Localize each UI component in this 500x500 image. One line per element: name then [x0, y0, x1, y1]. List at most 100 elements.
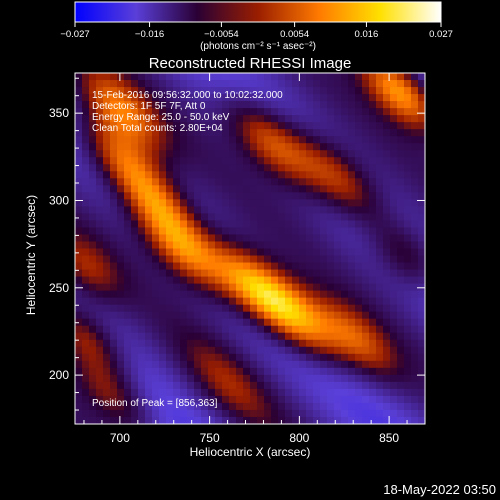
- heatmap-cell: [138, 220, 146, 228]
- heatmap-cell: [243, 87, 251, 95]
- heatmap-cell: [208, 115, 216, 123]
- heatmap-cell: [327, 374, 335, 383]
- heatmap-cell: [103, 220, 111, 228]
- heatmap-cell: [327, 157, 335, 165]
- heatmap-cell: [250, 143, 258, 151]
- heatmap-cell: [404, 143, 412, 151]
- heatmap-cell: [236, 339, 244, 348]
- heatmap-cell: [96, 241, 104, 249]
- heatmap-cell: [131, 129, 139, 137]
- heatmap-cell: [306, 80, 314, 88]
- heatmap-cell: [292, 241, 300, 249]
- heatmap-cell: [369, 402, 377, 411]
- heatmap-cell: [215, 409, 223, 418]
- heatmap-cell: [187, 220, 195, 228]
- heatmap-cell: [285, 276, 293, 284]
- heatmap-cell: [278, 325, 286, 334]
- heatmap-cell: [82, 332, 90, 341]
- heatmap-cell: [75, 269, 83, 277]
- heatmap-cell: [383, 283, 391, 292]
- heatmap-cell: [180, 297, 188, 306]
- heatmap-cell: [271, 360, 279, 369]
- annotation-time-range: 15-Feb-2016 09:56:32.000 to 10:02:32.000: [92, 90, 283, 101]
- heatmap-cell: [159, 276, 167, 284]
- heatmap-cell: [131, 87, 139, 95]
- heatmap-cell: [278, 129, 286, 137]
- heatmap-cell: [313, 269, 321, 277]
- heatmap-cell: [124, 388, 132, 397]
- heatmap-cell: [334, 164, 342, 172]
- heatmap-cell: [82, 283, 90, 292]
- heatmap-cell: [180, 185, 188, 193]
- heatmap-cell: [138, 164, 146, 172]
- heatmap-cell: [124, 185, 132, 193]
- heatmap-cell: [418, 409, 426, 418]
- heatmap-cell: [208, 409, 216, 418]
- heatmap-cell: [243, 101, 251, 109]
- heatmap-cell: [299, 255, 307, 263]
- heatmap-cell: [173, 171, 181, 179]
- heatmap-cell: [320, 388, 328, 397]
- heatmap-cell: [236, 108, 244, 116]
- heatmap-cell: [166, 185, 174, 193]
- heatmap-cell: [222, 136, 230, 144]
- heatmap-cell: [117, 339, 125, 348]
- heatmap-cell: [215, 206, 223, 214]
- heatmap-cell: [75, 192, 83, 200]
- heatmap-cell: [138, 346, 146, 355]
- heatmap-cell: [173, 276, 181, 284]
- heatmap-cell: [355, 325, 363, 334]
- heatmap-cell: [103, 178, 111, 186]
- heatmap-cell: [320, 283, 328, 292]
- heatmap-cell: [110, 164, 118, 172]
- heatmap-cell: [138, 367, 146, 376]
- heatmap-cell: [348, 353, 356, 362]
- heatmap-cell: [229, 255, 237, 263]
- heatmap-cell: [96, 115, 104, 123]
- heatmap-cell: [152, 234, 160, 242]
- heatmap-cell: [383, 115, 391, 123]
- heatmap-cell: [271, 395, 279, 404]
- heatmap-cell: [75, 122, 83, 130]
- heatmap-cell: [159, 164, 167, 172]
- heatmap-cell: [159, 269, 167, 277]
- heatmap-cell: [397, 290, 405, 299]
- heatmap-cell: [299, 206, 307, 214]
- heatmap-cell: [271, 346, 279, 355]
- heatmap-cell: [320, 262, 328, 270]
- heatmap-cell: [250, 248, 258, 256]
- heatmap-cell: [285, 374, 293, 383]
- heatmap-cell: [215, 346, 223, 355]
- heatmap-cell: [341, 115, 349, 123]
- heatmap-cell: [201, 199, 209, 207]
- heatmap-cell: [75, 409, 83, 418]
- heatmap-cell: [159, 360, 167, 369]
- heatmap-cell: [96, 388, 104, 397]
- heatmap-cell: [180, 311, 188, 320]
- heatmap-cell: [257, 192, 265, 200]
- heatmap-cell: [166, 94, 174, 102]
- heatmap-cell: [236, 80, 244, 88]
- heatmap-cell: [369, 325, 377, 334]
- heatmap-cell: [292, 332, 300, 341]
- heatmap-cell: [271, 171, 279, 179]
- heatmap-cell: [82, 234, 90, 242]
- heatmap-cell: [187, 199, 195, 207]
- heatmap-cell: [229, 367, 237, 376]
- heatmap-cell: [257, 332, 265, 341]
- heatmap-cell: [306, 164, 314, 172]
- heatmap-cell: [243, 241, 251, 249]
- heatmap-cell: [411, 290, 419, 299]
- heatmap-cell: [355, 353, 363, 362]
- heatmap-cell: [306, 339, 314, 348]
- heatmap-cell: [334, 325, 342, 334]
- heatmap-cell: [264, 122, 272, 130]
- heatmap-cell: [173, 367, 181, 376]
- heatmap-cell: [201, 290, 209, 299]
- heatmap-cell: [180, 101, 188, 109]
- heatmap-cell: [397, 157, 405, 165]
- heatmap-cell: [166, 150, 174, 158]
- heatmap-cell: [187, 416, 195, 425]
- heatmap-cell: [131, 318, 139, 327]
- heatmap-cell: [159, 73, 167, 81]
